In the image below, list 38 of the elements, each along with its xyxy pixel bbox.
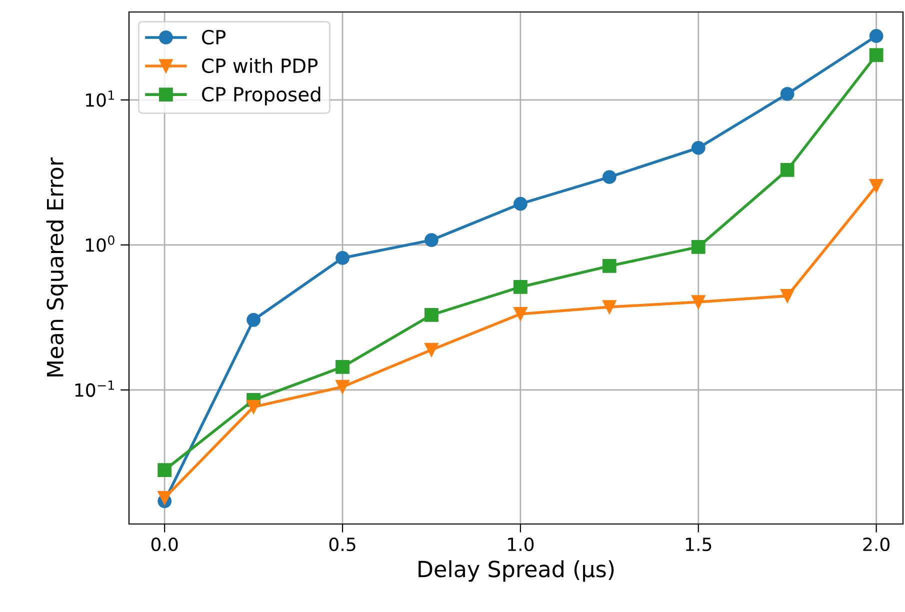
point: [780, 288, 794, 303]
y-axis-title: Mean Squared Error: [46, 157, 68, 376]
point: [691, 140, 706, 155]
point: [514, 280, 528, 294]
point: [869, 179, 884, 193]
point: [602, 259, 616, 273]
point: [869, 29, 884, 43]
point: [246, 400, 260, 414]
point: [424, 233, 438, 248]
point: [158, 463, 172, 478]
legend-label: CP Proposed: [202, 86, 320, 106]
point: [424, 308, 438, 322]
x-tick-label: 0.0: [151, 538, 178, 552]
legend-label: CP with PDP: [202, 58, 318, 74]
y-tick-label: 10$^{0}$: [86, 235, 114, 252]
point: [336, 251, 350, 265]
point: [602, 300, 616, 314]
x-axis-title: Delay Spread (μs): [418, 560, 614, 582]
point: [424, 342, 438, 357]
point: [780, 86, 794, 101]
y-tick-label: 10$^{1}$: [86, 90, 114, 107]
point: [158, 490, 172, 505]
point: [869, 48, 884, 62]
x-tick-label: 2.0: [863, 538, 890, 552]
x-tick-label: 1.5: [686, 538, 712, 552]
y-tick-label: 10$^{−1}$: [75, 380, 114, 397]
point: [246, 312, 260, 327]
point: [691, 240, 706, 254]
legend-label: CP: [202, 30, 226, 45]
point: [602, 170, 616, 184]
x-tick-label: 0.5: [329, 538, 356, 552]
point: [514, 307, 528, 321]
x-tick-label: 1.0: [508, 538, 534, 552]
point: [691, 295, 706, 309]
point: [336, 380, 350, 394]
point: [780, 162, 794, 177]
point: [336, 360, 350, 374]
point: [514, 196, 528, 211]
